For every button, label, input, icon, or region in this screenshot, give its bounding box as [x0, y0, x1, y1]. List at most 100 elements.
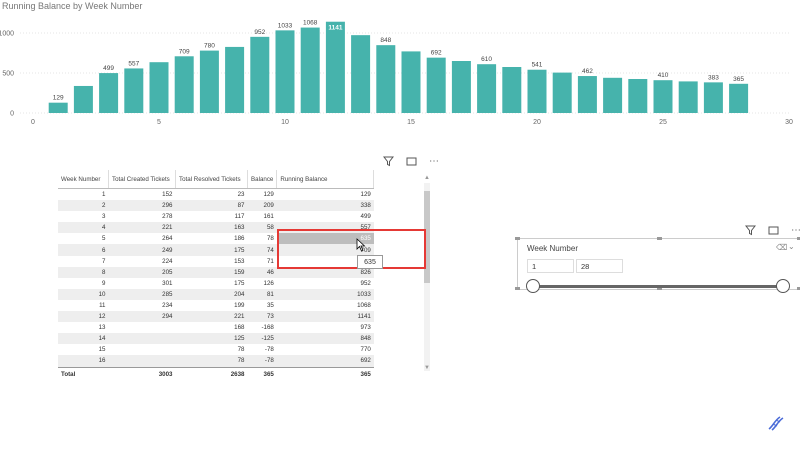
- table-cell[interactable]: 129: [360, 191, 371, 199]
- slicer-track[interactable]: [532, 285, 784, 288]
- table-cell[interactable]: 709: [276, 244, 374, 256]
- resize-handle[interactable]: [797, 287, 800, 290]
- bar[interactable]: [678, 81, 698, 113]
- table-cell[interactable]: [109, 322, 176, 333]
- scroll-down-arrow[interactable]: ▼: [424, 365, 430, 371]
- bar[interactable]: [653, 80, 673, 113]
- table-cell[interactable]: [108, 333, 176, 345]
- bar[interactable]: [149, 62, 169, 113]
- table-row[interactable]: 6 249 175 74 709: [58, 244, 374, 256]
- bar[interactable]: [426, 57, 446, 113]
- bar[interactable]: [99, 73, 119, 113]
- table-cell[interactable]: 14: [58, 333, 109, 345]
- table-cell[interactable]: 168: [234, 324, 245, 332]
- table-cell[interactable]: -78: [264, 346, 274, 354]
- table-cell[interactable]: 153: [234, 257, 245, 265]
- filter-icon[interactable]: [743, 224, 757, 236]
- table-cell[interactable]: 46: [247, 266, 277, 278]
- table-cell[interactable]: 6: [58, 244, 109, 256]
- table-cell[interactable]: 285: [108, 288, 176, 300]
- table-cell[interactable]: 15: [98, 346, 106, 354]
- more-options-icon[interactable]: ⋯: [791, 224, 800, 236]
- scroll-thumb[interactable]: [424, 191, 430, 283]
- table-row[interactable]: 3 278 117 161 499: [58, 211, 374, 222]
- table-cell[interactable]: 635: [276, 233, 374, 245]
- table-cell[interactable]: 159: [175, 266, 248, 278]
- table-cell[interactable]: 16: [58, 355, 109, 367]
- table-cell[interactable]: 296: [108, 200, 176, 212]
- week-number-slicer[interactable]: Week Number ⌫ ⌄ 1 28: [515, 237, 800, 290]
- bar[interactable]: [376, 45, 396, 113]
- table-row[interactable]: 2 296 87 209 338: [58, 200, 374, 212]
- table-row[interactable]: 13 168 -168 973: [58, 322, 374, 333]
- table-cell[interactable]: 7: [102, 257, 106, 265]
- table-visual[interactable]: Week Number Total Created Tickets Total …: [58, 155, 434, 383]
- running-balance-bar-chart[interactable]: 0 500 1000 0 5 10 15 20 25 30 129 499 557 709 780 952 10…: [0, 0, 800, 140]
- bar[interactable]: [502, 67, 522, 113]
- filter-icon[interactable]: [381, 155, 395, 167]
- table-cell[interactable]: 264: [162, 235, 173, 243]
- table-cell[interactable]: 58: [247, 222, 277, 234]
- vertical-scrollbar[interactable]: [424, 183, 430, 371]
- bar[interactable]: [300, 27, 320, 114]
- table-cell[interactable]: 1: [102, 191, 106, 199]
- bar[interactable]: [351, 35, 371, 113]
- resize-handle[interactable]: [657, 287, 662, 290]
- resize-handle[interactable]: [797, 237, 800, 240]
- table-cell[interactable]: 11: [99, 301, 106, 309]
- slicer-min-handle[interactable]: [526, 279, 540, 293]
- table-cell[interactable]: 175: [175, 244, 248, 256]
- table-cell[interactable]: 12: [58, 311, 109, 323]
- table-cell[interactable]: 952: [360, 279, 371, 287]
- table-cell[interactable]: 125: [175, 333, 248, 345]
- bar[interactable]: [225, 46, 245, 113]
- table-cell[interactable]: 692: [276, 355, 374, 367]
- table-cell[interactable]: 294: [108, 311, 176, 323]
- table-cell[interactable]: 73: [247, 311, 277, 323]
- table-cell[interactable]: 338: [276, 200, 374, 212]
- table-row[interactable]: 8 205 159 46 826: [58, 266, 374, 278]
- table-cell[interactable]: 87: [175, 200, 248, 212]
- bar[interactable]: [401, 51, 421, 113]
- bar[interactable]: [199, 50, 219, 113]
- slicer-max-handle[interactable]: [776, 279, 790, 293]
- table-cell[interactable]: 23: [237, 191, 245, 199]
- table-cell[interactable]: -125: [247, 333, 277, 345]
- bar[interactable]: [73, 85, 93, 113]
- table-row[interactable]: 10 285 204 81 1033: [58, 288, 374, 300]
- chevron-down-icon[interactable]: ⌄: [788, 242, 795, 251]
- column-header[interactable]: Balance: [247, 170, 278, 189]
- bar[interactable]: [48, 102, 68, 113]
- table-cell[interactable]: 1141: [276, 311, 374, 323]
- table-cell[interactable]: 78: [266, 235, 274, 243]
- table-row[interactable]: 11 234 199 35 1068: [58, 300, 374, 311]
- scroll-up-arrow[interactable]: ▲: [424, 175, 430, 181]
- bar[interactable]: [325, 21, 345, 113]
- column-header[interactable]: Total Resolved Tickets: [175, 170, 248, 189]
- table-cell[interactable]: 13: [98, 324, 106, 332]
- bar[interactable]: [628, 79, 648, 113]
- bar[interactable]: [527, 69, 547, 113]
- table-cell[interactable]: 78: [237, 346, 245, 354]
- table-row[interactable]: 1 152 23 129 129: [58, 189, 374, 201]
- table-cell[interactable]: 1033: [276, 288, 374, 300]
- table-cell[interactable]: -168: [261, 324, 274, 332]
- bar[interactable]: [124, 68, 144, 113]
- bar[interactable]: [250, 36, 270, 114]
- eraser-icon[interactable]: ⌫: [776, 243, 788, 252]
- table-cell[interactable]: [108, 355, 176, 367]
- bar[interactable]: [552, 72, 572, 113]
- table-cell[interactable]: 278: [162, 213, 173, 221]
- bar[interactable]: [703, 82, 723, 113]
- table-cell[interactable]: 74: [247, 244, 277, 256]
- table-row[interactable]: 4 221 163 58 557: [58, 222, 374, 234]
- table-cell[interactable]: 249: [108, 244, 176, 256]
- table-cell[interactable]: [109, 344, 176, 355]
- table-cell[interactable]: 3: [102, 213, 106, 221]
- table-cell[interactable]: 557: [276, 222, 374, 234]
- column-header[interactable]: Running Balance: [276, 170, 375, 189]
- resize-handle[interactable]: [657, 237, 662, 240]
- bar[interactable]: [729, 83, 749, 113]
- slicer-min-input[interactable]: 1: [527, 259, 574, 273]
- bar[interactable]: [477, 64, 497, 113]
